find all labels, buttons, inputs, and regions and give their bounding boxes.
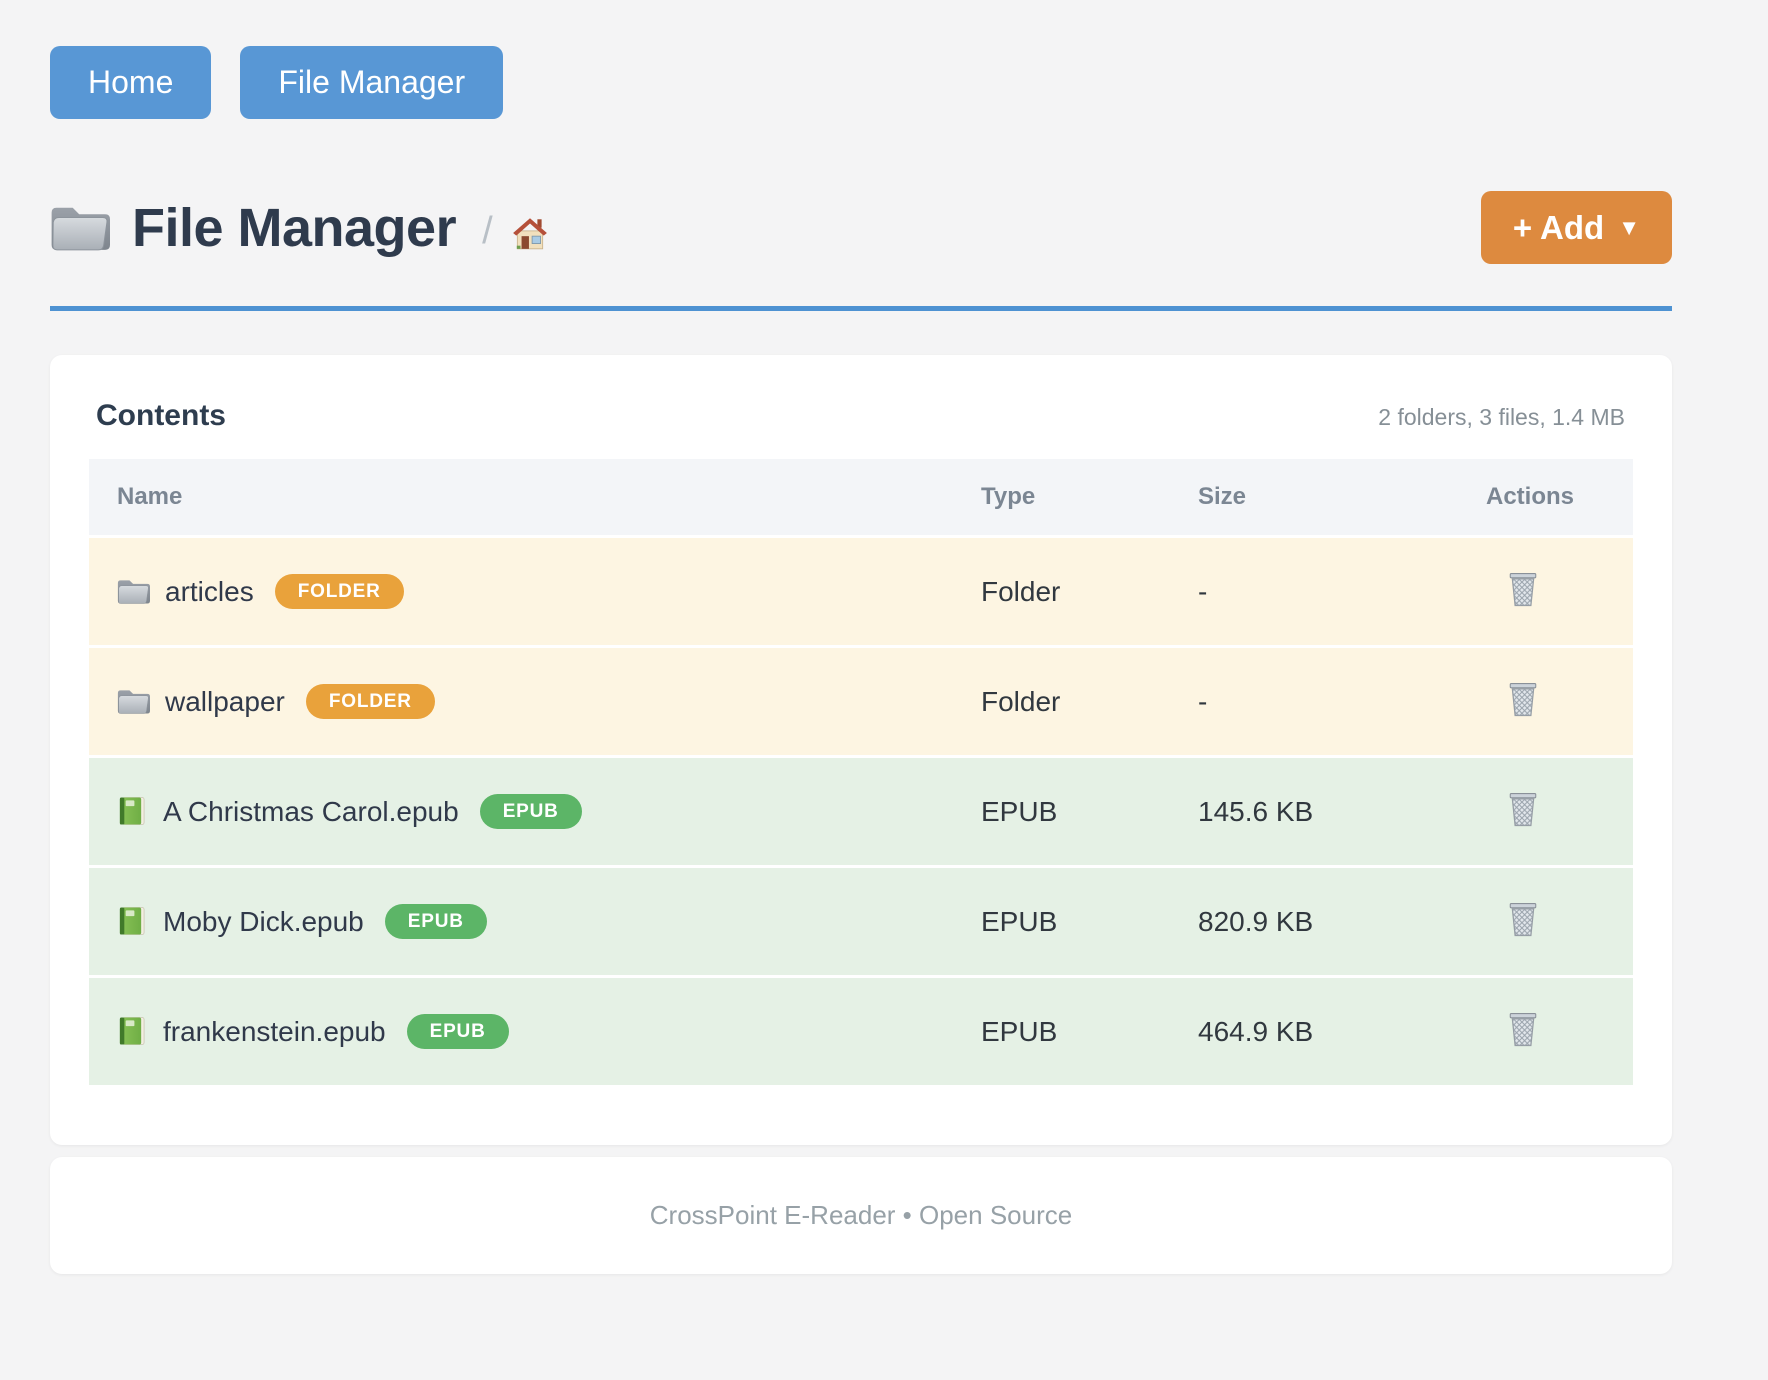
delete-button[interactable] — [1504, 679, 1542, 720]
page-title: File Manager — [132, 197, 457, 258]
title-divider — [50, 306, 1672, 311]
column-header-size: Size — [1198, 483, 1247, 510]
type-cell: Folder — [981, 685, 1061, 717]
size-cell: 464.9 KB — [1198, 1015, 1314, 1047]
file-manager-button[interactable]: File Manager — [240, 46, 504, 119]
page-header: File Manager / + Add ▼ — [50, 191, 1672, 264]
size-cell: 820.9 KB — [1198, 905, 1314, 937]
folder-icon — [117, 580, 150, 604]
footer-text: CrossPoint E-Reader • Open Source — [649, 1200, 1073, 1230]
add-button-label: + Add — [1512, 208, 1605, 246]
contents-heading: Contents — [96, 399, 226, 432]
delete-button[interactable] — [1504, 569, 1542, 610]
type-badge: EPUB — [384, 904, 487, 939]
table-row: A Christmas Carol.epub EPUB EPUB 145.6 K… — [89, 755, 1633, 865]
table-row: articles FOLDER Folder - — [89, 535, 1633, 645]
delete-button[interactable] — [1504, 899, 1542, 940]
book-icon — [119, 797, 145, 826]
footer: CrossPoint E-Reader • Open Source — [50, 1157, 1672, 1274]
home-button[interactable]: Home — [50, 46, 212, 119]
size-cell: 145.6 KB — [1198, 795, 1314, 827]
chevron-down-icon: ▼ — [1618, 214, 1640, 240]
trash-icon — [1509, 792, 1537, 826]
table-body: articles FOLDER Folder - wallpaper FOLDE… — [89, 535, 1633, 1085]
delete-button[interactable] — [1504, 1009, 1542, 1050]
home-icon[interactable] — [511, 215, 549, 251]
column-header-name: Name — [117, 483, 183, 510]
table-row: Moby Dick.epub EPUB EPUB 820.9 KB — [89, 865, 1633, 975]
top-nav: Home File Manager — [50, 0, 1672, 119]
column-header-actions: Actions — [1486, 483, 1575, 510]
type-cell: EPUB — [981, 795, 1058, 827]
column-header-type: Type — [981, 483, 1036, 510]
trash-icon — [1509, 1012, 1537, 1046]
type-cell: Folder — [981, 575, 1061, 607]
type-badge: EPUB — [406, 1014, 509, 1049]
file-name-link[interactable]: Moby Dick.epub — [163, 905, 364, 937]
file-name-link[interactable]: A Christmas Carol.epub — [163, 795, 459, 827]
type-cell: EPUB — [981, 905, 1058, 937]
contents-card: Contents 2 folders, 3 files, 1.4 MB Name… — [50, 355, 1672, 1145]
trash-icon — [1509, 902, 1537, 936]
breadcrumb: / — [482, 210, 493, 252]
delete-button[interactable] — [1504, 789, 1542, 830]
type-badge: EPUB — [479, 794, 582, 829]
file-name-link[interactable]: articles — [165, 575, 254, 607]
size-cell: - — [1198, 575, 1208, 607]
add-button[interactable]: + Add ▼ — [1480, 191, 1672, 264]
table-header-row: Name Type Size Actions — [89, 459, 1633, 535]
size-cell: - — [1198, 685, 1208, 717]
folder-icon — [51, 206, 110, 250]
contents-summary: 2 folders, 3 files, 1.4 MB — [1378, 404, 1625, 430]
table-row: frankenstein.epub EPUB EPUB 464.9 KB — [89, 975, 1633, 1085]
folder-icon — [117, 690, 150, 714]
type-badge: FOLDER — [305, 684, 435, 719]
trash-icon — [1509, 682, 1537, 716]
table-row: wallpaper FOLDER Folder - — [89, 645, 1633, 755]
book-icon — [119, 1017, 145, 1046]
type-badge: FOLDER — [274, 574, 404, 609]
file-name-link[interactable]: frankenstein.epub — [163, 1015, 386, 1047]
trash-icon — [1509, 572, 1537, 606]
file-name-link[interactable]: wallpaper — [165, 685, 285, 717]
type-cell: EPUB — [981, 1015, 1058, 1047]
book-icon — [119, 907, 145, 936]
file-table: Name Type Size Actions articles FOLDER F… — [89, 459, 1633, 1085]
page: Home File Manager File Manager / + Add ▼… — [50, 0, 1672, 1274]
